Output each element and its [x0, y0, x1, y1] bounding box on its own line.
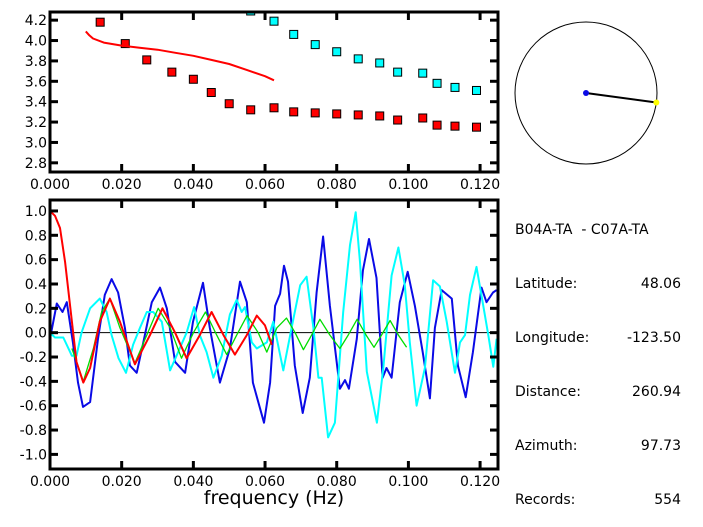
x-tick-label: 0.120: [460, 474, 500, 490]
y-tick-label: 0.8: [25, 228, 47, 244]
x-tick-label: 0.060: [245, 474, 285, 490]
y-tick-label: 0.0: [25, 326, 47, 342]
info-row-latitude: Latitude: 48.06: [515, 275, 681, 293]
data-point-red: [206, 88, 216, 98]
data-point-cyan: [393, 67, 403, 77]
station-info-panel: B04A-TA - C07A-TA Latitude: 48.06 Longitu…: [515, 185, 681, 527]
y-tick-label: -0.4: [20, 374, 47, 390]
data-point-red: [393, 115, 403, 125]
plot-area: [85, 12, 481, 132]
y-tick-label: -0.8: [20, 423, 47, 439]
info-label: Latitude:: [515, 276, 578, 292]
x-tick-label: 0.020: [102, 177, 142, 193]
x-tick-label: 0.100: [388, 474, 428, 490]
data-point-red: [310, 108, 320, 118]
x-tick-label: 0.080: [317, 474, 357, 490]
data-point-red: [418, 113, 428, 123]
azimuth-polar-plot: [514, 21, 660, 165]
plot-area: [50, 210, 498, 439]
y-tick-label: -0.2: [20, 350, 47, 366]
axes-frame: [48, 198, 500, 471]
y-tick-label: 3.6: [25, 74, 47, 90]
polar-circle: [514, 21, 658, 165]
data-point-red: [375, 111, 385, 121]
data-point-red: [167, 67, 177, 77]
x-tick-label: 0.040: [173, 474, 213, 490]
x-tick-label: 0.020: [102, 474, 142, 490]
data-point-red: [450, 121, 460, 131]
info-value: 260.94: [632, 384, 681, 400]
azimuth-line: [585, 92, 657, 104]
data-point-cyan: [289, 29, 299, 39]
data-point-red: [269, 103, 279, 113]
data-point-cyan: [353, 54, 363, 64]
x-tick-label: 0.000: [30, 177, 70, 193]
x-axis-label: frequency (Hz): [204, 487, 344, 509]
x-tick-label: 0.060: [245, 177, 285, 193]
data-point-red: [353, 110, 363, 120]
y-tick-label: 3.4: [25, 95, 47, 111]
y-tick-label: 1.0: [25, 204, 47, 220]
info-value: -123.50: [626, 330, 681, 346]
y-tick-label: 0.4: [25, 277, 47, 293]
series-line-red: [50, 210, 273, 384]
data-point-red: [188, 74, 198, 84]
data-point-red: [246, 105, 256, 115]
info-label: Azimuth:: [515, 438, 578, 454]
y-tick-label: 4.0: [25, 34, 47, 50]
data-point-red: [471, 122, 481, 132]
info-label: Distance:: [515, 384, 581, 400]
x-tick-label: 0.080: [317, 177, 357, 193]
data-point-cyan: [269, 16, 279, 26]
info-row-longitude: Longitude: -123.50: [515, 329, 681, 347]
info-row-records: Records: 554: [515, 491, 681, 509]
coherence-chart: 0.000 0.020 0.040 0.060 0.080 0.100 0.120 -1.0 -…: [20, 198, 500, 490]
y-tick-label: -0.6: [20, 399, 47, 415]
y-tick-label: 3.2: [25, 115, 47, 131]
y-tick-label: -1.0: [20, 447, 47, 463]
data-point-cyan: [418, 68, 428, 78]
data-point-red: [120, 39, 130, 49]
series-line-red: [85, 30, 275, 82]
data-point-cyan: [471, 85, 481, 95]
remote-station-dot: [653, 99, 660, 106]
data-point-cyan: [375, 58, 385, 68]
info-label: Records:: [515, 492, 576, 508]
data-point-red: [142, 55, 152, 65]
x-tick-label: 0.000: [30, 474, 70, 490]
data-point-red: [332, 109, 342, 119]
y-tick-label: 4.2: [25, 13, 47, 29]
info-value: 48.06: [640, 276, 681, 292]
info-value: 97.73: [640, 438, 681, 454]
data-point-cyan: [450, 82, 460, 92]
y-tick-label: 0.2: [25, 301, 47, 317]
y-tick-label: 0.6: [25, 253, 47, 269]
data-point-cyan: [332, 47, 342, 57]
y-tick-label: 2.8: [25, 156, 47, 172]
series-line-cyan: [50, 211, 498, 439]
x-tick-label: 0.040: [173, 177, 213, 193]
data-point-red: [289, 107, 299, 117]
station-pair-title: B04A-TA - C07A-TA: [515, 222, 649, 238]
data-point-red: [224, 99, 234, 109]
data-point-red: [95, 17, 105, 27]
velocity-chart: 0.000 0.020 0.040 0.060 0.080 0.100 0.120 2.8 3.…: [25, 10, 500, 193]
info-label: Longitude:: [515, 330, 590, 346]
series-line-blue: [50, 235, 498, 424]
info-row-distance: Distance: 260.94: [515, 383, 681, 401]
station-dot: [583, 90, 589, 96]
data-point-red: [432, 120, 442, 130]
y-tick-label: 3.0: [25, 135, 47, 151]
x-tick-label: 0.120: [460, 177, 500, 193]
y-tick-label: 3.8: [25, 54, 47, 70]
data-point-cyan: [310, 40, 320, 50]
info-value: 554: [654, 492, 681, 508]
data-point-cyan: [432, 78, 442, 88]
axes-frame: [48, 10, 500, 174]
x-tick-label: 0.100: [388, 177, 428, 193]
info-row-azimuth: Azimuth: 97.73: [515, 437, 681, 455]
